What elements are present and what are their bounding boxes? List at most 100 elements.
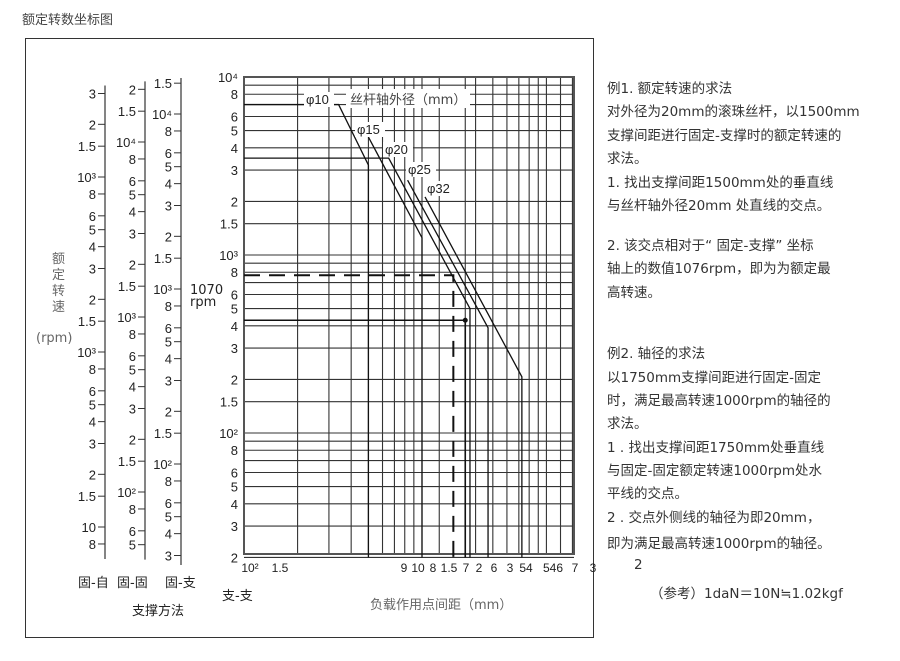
series-line-φ10 [244, 103, 370, 558]
side-axis-label: 4 [165, 352, 172, 367]
series-label-φ10: φ10 [306, 92, 329, 107]
side-axis-label: 5 [165, 335, 172, 350]
example1-line: 2. 该交点相对于“ 固定-支撑” 坐标 [607, 238, 814, 254]
example2-line: 即为满足最高转速1000rpm的轴径。 [607, 536, 831, 552]
side-axis-label: 6 [129, 174, 136, 189]
y-tick-label: 8 [231, 443, 238, 458]
x-tick-label: 10 [411, 561, 425, 575]
example1-line: 例1. 额定转速的求法 [607, 81, 733, 97]
side-axis-label: 1.5 [154, 426, 172, 441]
side-axis-label: 1.5 [118, 104, 136, 119]
side-axis-label: 1.5 [154, 76, 172, 91]
side-axis-label: 5 [129, 188, 136, 203]
y-tick-label: 3 [231, 341, 238, 356]
example2-line: 平线的交点。 [607, 486, 688, 502]
series-label-bg [304, 92, 334, 107]
x-tick-label: 6 [491, 561, 498, 575]
side-axis-label: 1.5 [154, 251, 172, 266]
side-axis-label: 2 [89, 117, 96, 132]
figure-title: 额定转数坐标图 [22, 13, 114, 28]
x-tick-label: 1.5 [272, 561, 289, 575]
plot-border [243, 76, 575, 555]
series-line-φ25 [407, 179, 489, 558]
y-tick-label: 2 [231, 550, 238, 565]
side-axis-label: 3 [165, 549, 172, 564]
side-axis-label: 10² [153, 457, 172, 472]
side-axis-label: 10⁴ [152, 107, 172, 122]
example2-line: 求法。 [607, 416, 648, 432]
example1-line: 高转速。 [607, 285, 661, 301]
side-axis-label: 3 [89, 262, 96, 277]
x-tick-label: 8 [430, 561, 437, 575]
left-axis-label: 额定转速 [52, 252, 66, 315]
series-label-bg [406, 162, 436, 177]
series-line-φ20 [244, 157, 471, 558]
y-tick-label: 10² [219, 426, 238, 441]
side-axis-label: 1.5 [118, 279, 136, 294]
series-label-φ25: φ25 [408, 162, 431, 177]
y-tick-label: 5 [231, 302, 238, 317]
method-gu-gu: 固-固 [117, 576, 148, 591]
side-axis-label: 4 [165, 177, 172, 192]
side-axis-label: 4 [129, 205, 136, 220]
side-axis-label: 8 [129, 502, 136, 517]
y-tick-label: 4 [231, 319, 238, 334]
side-axis-label: 4 [89, 415, 96, 430]
example2-line: 时，满足最高转速1000rpm的轴径的 [607, 393, 831, 409]
marker-unit: rpm [190, 295, 217, 310]
side-axis-label: 2 [129, 432, 136, 447]
x-axis-title: 负载作用点间距（mm） [370, 598, 513, 613]
side-axis-label: 6 [165, 321, 172, 336]
side-axis-label: 1.5 [78, 139, 96, 154]
example2-line: 2 . 交点外侧线的轴径为即20mm， [607, 510, 821, 526]
side-axis-label: 6 [165, 496, 172, 511]
side-axis-label: 5 [89, 223, 96, 238]
side-axis-label: 4 [165, 527, 172, 542]
series-line-φ15 [367, 136, 423, 558]
side-axis-label: 5 [129, 363, 136, 378]
series-line-φ32 [424, 196, 523, 558]
side-axis-label: 1.5 [78, 489, 96, 504]
side-axis-label: 5 [89, 398, 96, 413]
y-tick-label: 3 [231, 163, 238, 178]
y-tick-label: 10³ [219, 248, 238, 263]
example1-line: 1. 找出支撑间距1500mm处的垂直线 [607, 175, 834, 191]
y-tick-label: 6 [231, 287, 238, 302]
side-axis-label: 2 [165, 404, 172, 419]
side-axis-label: 6 [89, 209, 96, 224]
x-tick-label: 1.5 [441, 561, 458, 575]
side-axis-label: 2 [165, 229, 172, 244]
side-axis-label: 6 [89, 384, 96, 399]
method-gu-zi: 固-自 [78, 576, 109, 591]
example2-line: 1 . 找出支撑间距1750mm处垂直线 [607, 440, 825, 456]
side-axis-label: 1.5 [118, 454, 136, 469]
y-tick-label: 8 [231, 265, 238, 280]
marker-label: 1070 rpm [190, 284, 223, 310]
side-axis-label: 3 [165, 374, 172, 389]
side-axis-label: 10 [82, 520, 96, 535]
side-axis-label: 2 [89, 292, 96, 307]
side-axis-label: 8 [89, 187, 96, 202]
series-label-bg [425, 181, 455, 196]
series-label-φ15: φ15 [357, 122, 380, 137]
side-axis-label: 8 [129, 152, 136, 167]
side-axis-label: 10³ [153, 282, 172, 297]
example-marker [462, 317, 468, 323]
y-tick-label: 2 [231, 372, 238, 387]
x-tick-label: 54 [519, 561, 533, 575]
side-axis-label: 8 [165, 299, 172, 314]
side-axis-label: 3 [89, 87, 96, 102]
side-axis-label: 3 [89, 437, 96, 452]
example1-line: 对外径为20mm的滚珠丝杆，以1500mm [607, 104, 860, 120]
example2-line: 例2. 轴径的求法 [607, 346, 706, 362]
x-tick-label: 2 [476, 561, 483, 575]
side-axis-label: 8 [89, 362, 96, 377]
side-axis-label: 3 [165, 199, 172, 214]
side-axis-label: 10³ [77, 170, 96, 185]
y-tick-label: 6 [231, 465, 238, 480]
support-methods-title: 支撑方法 [132, 604, 185, 619]
y-tick-label: 10⁴ [218, 70, 238, 85]
y-tick-label: 4 [231, 497, 238, 512]
series-label-bg [383, 142, 413, 157]
